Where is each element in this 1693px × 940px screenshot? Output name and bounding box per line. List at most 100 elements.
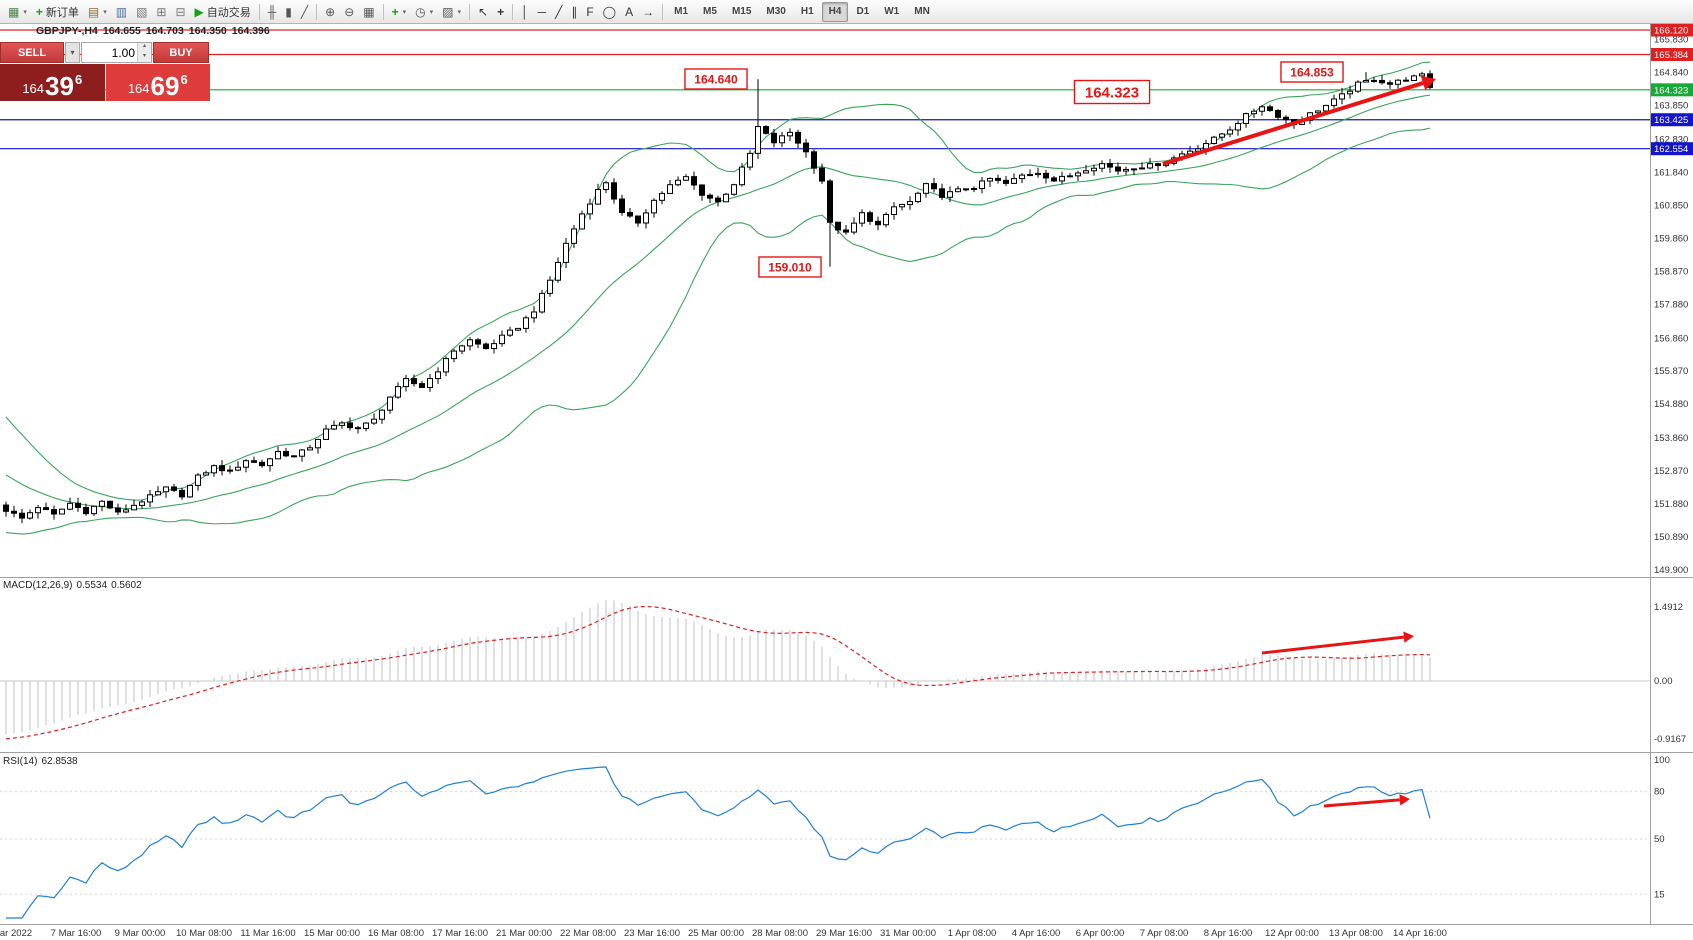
horizontal-line-button[interactable]: ─ bbox=[534, 2, 551, 22]
periods-icon: ◷ bbox=[415, 4, 426, 19]
tile-windows-button[interactable]: ▦ bbox=[359, 2, 378, 22]
svg-text:7 Apr 08:00: 7 Apr 08:00 bbox=[1140, 928, 1189, 939]
data-window-button[interactable]: ▧ bbox=[132, 2, 151, 22]
bollinger-upper-band bbox=[5, 61, 1431, 501]
rsi-indicator-label: RSI(14) 62.8538 bbox=[3, 756, 78, 767]
timeframe-h4-button[interactable]: H4 bbox=[821, 1, 849, 22]
candlestick-series[interactable] bbox=[3, 70, 1433, 524]
timeframe-m30-button-label: M30 bbox=[766, 6, 786, 17]
price-label-159010[interactable]: 159.010 bbox=[758, 256, 822, 278]
price-axis[interactable]: 165.830 164.840 163.850 162.830 161.840 160.8… bbox=[1651, 23, 1693, 576]
rsi-indicator[interactable]: 100 80 50 15 bbox=[0, 755, 1670, 919]
timeframe-m1-button[interactable]: M1 bbox=[667, 2, 695, 22]
pane-separators bbox=[0, 24, 1693, 925]
svg-text:17 Mar 16:00: 17 Mar 16:00 bbox=[432, 928, 488, 939]
profiles-button[interactable]: ▤ ▾ bbox=[84, 2, 111, 22]
chevron-down-icon: ▾ bbox=[402, 8, 407, 16]
svg-text:166.120: 166.120 bbox=[1654, 26, 1688, 37]
autotrading-button[interactable]: ▶ 自动交易 bbox=[191, 2, 255, 22]
navigator-button[interactable]: ⊞ bbox=[152, 2, 170, 22]
bar-chart-button[interactable]: ╫ bbox=[264, 2, 281, 22]
bollinger-middle-band bbox=[5, 94, 1431, 510]
new-chart-button[interactable]: ▦ ▾ bbox=[4, 2, 31, 22]
buy-price-display[interactable]: 164 69 6 bbox=[105, 64, 210, 101]
shapes-button[interactable]: ◯ bbox=[599, 2, 620, 22]
cursor-button[interactable]: ↖ bbox=[474, 2, 492, 22]
volume-increase-button[interactable]: ▴ bbox=[138, 43, 151, 53]
text-button[interactable]: A bbox=[621, 2, 637, 22]
volume-decrease-button[interactable]: ▾ bbox=[138, 52, 151, 62]
terminal-button[interactable]: ⊟ bbox=[171, 2, 189, 22]
trend-arrow-main[interactable] bbox=[1162, 75, 1436, 166]
svg-text:161.840: 161.840 bbox=[1654, 167, 1688, 178]
market-watch-button[interactable]: ▥ bbox=[112, 2, 131, 22]
timeframe-h1-button-label: H1 bbox=[800, 6, 814, 17]
macd-indicator[interactable]: 1.4912 0.00 -0.9167 bbox=[0, 600, 1686, 745]
svg-text:149.900: 149.900 bbox=[1654, 565, 1688, 576]
candlestick-chart-button[interactable]: ▮ bbox=[281, 2, 296, 22]
timeframe-m15-button[interactable]: M15 bbox=[725, 2, 758, 22]
sell-price-big: 39 bbox=[45, 70, 74, 101]
svg-text:Mar 2022: Mar 2022 bbox=[0, 928, 32, 939]
trend-arrow-rsi[interactable] bbox=[1323, 794, 1410, 808]
volume-dropdown-button[interactable]: ▾ bbox=[65, 42, 80, 63]
price-label-164323[interactable]: 164.323 bbox=[1073, 79, 1151, 105]
zoom-in-icon: ⊕ bbox=[325, 4, 336, 19]
fibonacci-button[interactable]: F bbox=[582, 2, 597, 22]
timeframe-m1-button-label: M1 bbox=[674, 6, 689, 17]
trend-arrow-macd[interactable] bbox=[1261, 631, 1414, 655]
indicators-button[interactable]: + ▾ bbox=[388, 2, 411, 22]
timeframe-w1-button[interactable]: W1 bbox=[877, 2, 906, 22]
svg-text:160.850: 160.850 bbox=[1654, 200, 1688, 211]
periods-button[interactable]: ◷ ▾ bbox=[411, 2, 437, 22]
price-label-164853[interactable]: 164.853 bbox=[1280, 61, 1344, 83]
bollinger-bands[interactable] bbox=[5, 61, 1431, 535]
new-order-icon: + bbox=[35, 4, 43, 19]
time-axis[interactable]: Mar 2022 7 Mar 16:00 9 Mar 00:00 10 Mar 08:… bbox=[0, 928, 1447, 939]
svg-text:21 Mar 00:00: 21 Mar 00:00 bbox=[496, 928, 552, 939]
trendline-button[interactable]: ╱ bbox=[551, 2, 566, 22]
market-watch-icon: ▥ bbox=[115, 4, 128, 19]
arrows-button[interactable]: → bbox=[638, 2, 658, 22]
zoom-out-button[interactable]: ⊖ bbox=[340, 2, 358, 22]
line-chart-button[interactable]: ╱ bbox=[297, 2, 312, 22]
price-tag-163.425: 163.425 bbox=[1651, 113, 1693, 127]
templates-button[interactable]: ▨ ▾ bbox=[438, 2, 465, 22]
toolbar: ▦ ▾ + 新订单 ▤ ▾ ▥ ▧ ⊞ ⊟ ▶ 自动交易 ╫ ▮ ╱ ⊕ ⊖ ▦ + ▾ ◷ ▾ ▨ ▾ ↖ + │ ─ ╱ ∥ F ◯ A → M… bbox=[0, 0, 1693, 24]
timeframe-m30-button[interactable]: M30 bbox=[759, 2, 792, 22]
toolbar-separator bbox=[258, 3, 260, 20]
autotrading-button-label: 自动交易 bbox=[206, 6, 251, 19]
toolbar-separator bbox=[512, 3, 514, 20]
svg-text:150.890: 150.890 bbox=[1654, 532, 1688, 543]
new-order-button[interactable]: + 新订单 bbox=[32, 2, 83, 22]
timeframe-m5-button[interactable]: M5 bbox=[696, 2, 724, 22]
svg-text:152.870: 152.870 bbox=[1654, 466, 1688, 477]
timeframe-d1-button[interactable]: D1 bbox=[849, 2, 876, 22]
svg-text:80: 80 bbox=[1654, 787, 1665, 798]
tile-windows-icon: ▦ bbox=[363, 4, 375, 19]
timeframe-m5-button-label: M5 bbox=[703, 6, 717, 17]
macd-indicator-label: MACD(12,26,9) 0.5534 0.5602 bbox=[3, 580, 142, 591]
svg-text:7 Mar 16:00: 7 Mar 16:00 bbox=[51, 928, 102, 939]
channel-button[interactable]: ∥ bbox=[567, 2, 581, 22]
rsi-line bbox=[6, 766, 1431, 919]
sell-price-display[interactable]: 164 39 6 bbox=[0, 64, 105, 101]
volume-input[interactable] bbox=[82, 43, 137, 62]
zoom-in-button[interactable]: ⊕ bbox=[321, 2, 339, 22]
svg-text:16 Mar 08:00: 16 Mar 08:00 bbox=[368, 928, 424, 939]
price-label-164640[interactable]: 164.640 bbox=[684, 68, 748, 90]
cursor-icon: ↖ bbox=[478, 4, 489, 19]
bollinger-lower-band bbox=[5, 127, 1431, 535]
timeframe-mn-button[interactable]: MN bbox=[907, 2, 937, 22]
timeframe-h4-button-label: H4 bbox=[828, 6, 842, 17]
arrows-icon: → bbox=[642, 4, 655, 19]
vertical-line-button[interactable]: │ bbox=[517, 2, 533, 22]
sell-button[interactable]: SELL bbox=[0, 42, 64, 63]
macd-histogram bbox=[5, 600, 1431, 735]
crosshair-button[interactable]: + bbox=[493, 2, 508, 22]
timeframe-h1-button[interactable]: H1 bbox=[794, 2, 821, 22]
svg-text:12 Apr 00:00: 12 Apr 00:00 bbox=[1265, 928, 1319, 939]
buy-button[interactable]: BUY bbox=[153, 42, 209, 63]
horizontal-level-lines[interactable] bbox=[0, 29, 1650, 150]
